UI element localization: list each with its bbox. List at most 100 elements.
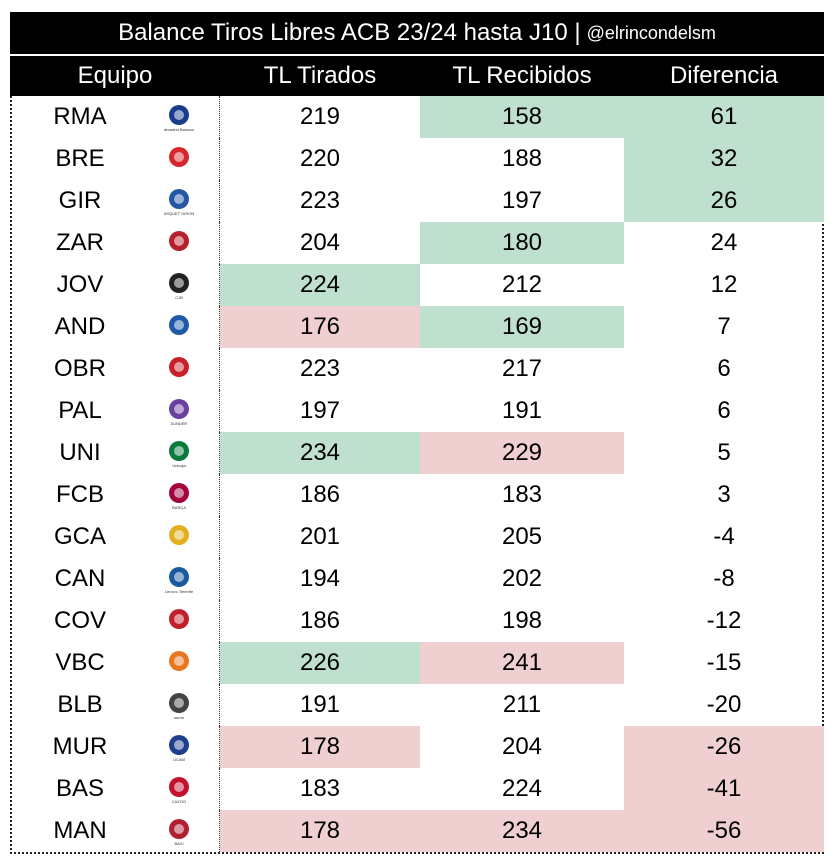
tl-tirados-cell: 194	[299, 565, 341, 592]
team-code: PAL	[58, 397, 102, 424]
logo-wordmark: Unicaja	[172, 463, 186, 468]
team-cell: ZAR	[10, 222, 220, 264]
tl-recibidos-cell: 229	[420, 432, 624, 474]
header-tl-recibidos: TL Recibidos	[452, 62, 592, 89]
tl-tirados-cell: 220	[299, 145, 341, 172]
table-row: BRE 220 188 32	[10, 138, 824, 180]
logo-wordmark: ZUNDER	[171, 421, 188, 426]
table-row: JOV CJB 224 212 12	[10, 264, 824, 306]
tl-tirados-cell: 178	[220, 726, 420, 768]
tl-recibidos-cell: 204	[501, 733, 543, 760]
table-header: Equipo TL Tirados TL Recibidos Diferenci…	[10, 56, 824, 96]
bilbao-logo: surne	[169, 693, 189, 720]
tl-tirados-cell: 186	[299, 607, 341, 634]
diferencia-cell: 3	[717, 481, 731, 508]
logo-wordmark: surne	[174, 715, 185, 720]
tl-recibidos-cell: 180	[420, 222, 624, 264]
tl-tirados-cell: 186	[299, 481, 341, 508]
tl-tirados-cell: 224	[220, 264, 420, 306]
zaragoza-logo	[169, 231, 189, 251]
logo-wordmark: CJB	[175, 295, 183, 300]
logo-wordmark: UCAM	[173, 757, 185, 762]
diferencia-cell: 12	[710, 271, 738, 298]
diferencia-cell: 24	[710, 229, 738, 256]
title-bar: Balance Tiros Libres ACB 23/24 hasta J10…	[10, 12, 824, 54]
tl-tirados-cell: 178	[220, 810, 420, 852]
team-cell: UNI Unicaja	[10, 432, 220, 474]
logo-wordmark: CAZOO	[172, 799, 186, 804]
team-code: BAS	[55, 775, 105, 802]
team-code: BLB	[57, 691, 103, 718]
header-team: Equipo	[77, 62, 153, 89]
table-row: MAN BAXI 178 234 -56	[10, 810, 824, 852]
table-row: GCA 201 205 -4	[10, 516, 824, 558]
barca-logo: BARÇA	[169, 483, 189, 510]
table-row: GIR BÀSQUET GIRONA 223 197 26	[10, 180, 824, 222]
tl-tirados-cell: 197	[299, 397, 341, 424]
tl-recibidos-cell: 183	[501, 481, 543, 508]
team-code: OBR	[53, 355, 106, 382]
tl-recibidos-cell: 224	[501, 775, 543, 802]
tl-recibidos-cell: 217	[501, 355, 543, 382]
tl-recibidos-cell: 234	[420, 810, 624, 852]
tl-tirados-cell: 204	[299, 229, 341, 256]
team-cell: PAL ZUNDER	[10, 390, 220, 432]
unicaja-logo: Unicaja	[169, 441, 189, 468]
team-cell: BLB surne	[10, 684, 220, 726]
team-cell: CAN Lenovo Tenerife	[10, 558, 220, 600]
table-frame	[10, 12, 824, 854]
logo-wordmark: Realmadrid Baloncesto	[164, 127, 194, 132]
diferencia-cell: -4	[713, 523, 735, 550]
joventut-logo: CJB	[169, 273, 189, 300]
diferencia-cell: 6	[717, 397, 731, 424]
team-cell: GIR BÀSQUET GIRONA	[10, 180, 220, 222]
tl-recibidos-cell: 241	[420, 642, 624, 684]
team-code: VBC	[55, 649, 105, 676]
team-cell: VBC	[10, 642, 220, 684]
ucam-murcia-logo: UCAM	[169, 735, 189, 762]
tl-tirados-cell: 234	[220, 432, 420, 474]
table-row: BLB surne 191 211 -20	[10, 684, 824, 726]
page-title: Balance Tiros Libres ACB 23/24 hasta J10…	[118, 19, 581, 46]
palencia-logo: ZUNDER	[169, 399, 189, 426]
tl-tirados-cell: 183	[299, 775, 341, 802]
table-row: COV 186 198 -12	[10, 600, 824, 642]
team-code: JOV	[56, 271, 104, 298]
logo-wordmark: BÀSQUET GIRONA	[164, 211, 194, 216]
team-cell: FCB BARÇA	[10, 474, 220, 516]
team-cell: BAS CAZOO	[10, 768, 220, 810]
diferencia-cell: -15	[706, 649, 742, 676]
team-code: BRE	[55, 145, 105, 172]
team-cell: GCA	[10, 516, 220, 558]
manresa-logo: BAXI	[169, 819, 189, 846]
diferencia-cell: -8	[713, 565, 735, 592]
tl-recibidos-cell: 169	[420, 306, 624, 348]
author-handle: @elrincondelsm	[586, 22, 716, 43]
team-cell: BRE	[10, 138, 220, 180]
tl-tirados-cell: 176	[220, 306, 420, 348]
team-cell: MAN BAXI	[10, 810, 220, 852]
tl-tirados-cell: 219	[299, 103, 341, 130]
tl-recibidos-cell: 188	[501, 145, 543, 172]
table-row: ZAR 204 180 24	[10, 222, 824, 264]
covirán-logo	[169, 609, 189, 629]
table-row: CAN Lenovo Tenerife 194 202 -8	[10, 558, 824, 600]
tl-recibidos-cell: 211	[502, 691, 542, 718]
table-row: MUR UCAM 178 204 -26	[10, 726, 824, 768]
diferencia-cell: -12	[706, 607, 742, 634]
tl-tirados-cell: 191	[299, 691, 341, 718]
team-cell: JOV CJB	[10, 264, 220, 306]
team-code: AND	[54, 313, 106, 340]
team-code: MUR	[52, 733, 108, 760]
tl-tirados-cell: 226	[220, 642, 420, 684]
tl-recibidos-cell: 202	[501, 565, 543, 592]
diferencia-cell: 7	[717, 313, 731, 340]
team-code: UNI	[59, 439, 101, 466]
baskonia-logo: CAZOO	[169, 777, 189, 804]
team-cell: AND	[10, 306, 220, 348]
team-code: COV	[53, 607, 106, 634]
table-row: VBC 226 241 -15	[10, 642, 824, 684]
table-row: OBR 223 217 6	[10, 348, 824, 390]
